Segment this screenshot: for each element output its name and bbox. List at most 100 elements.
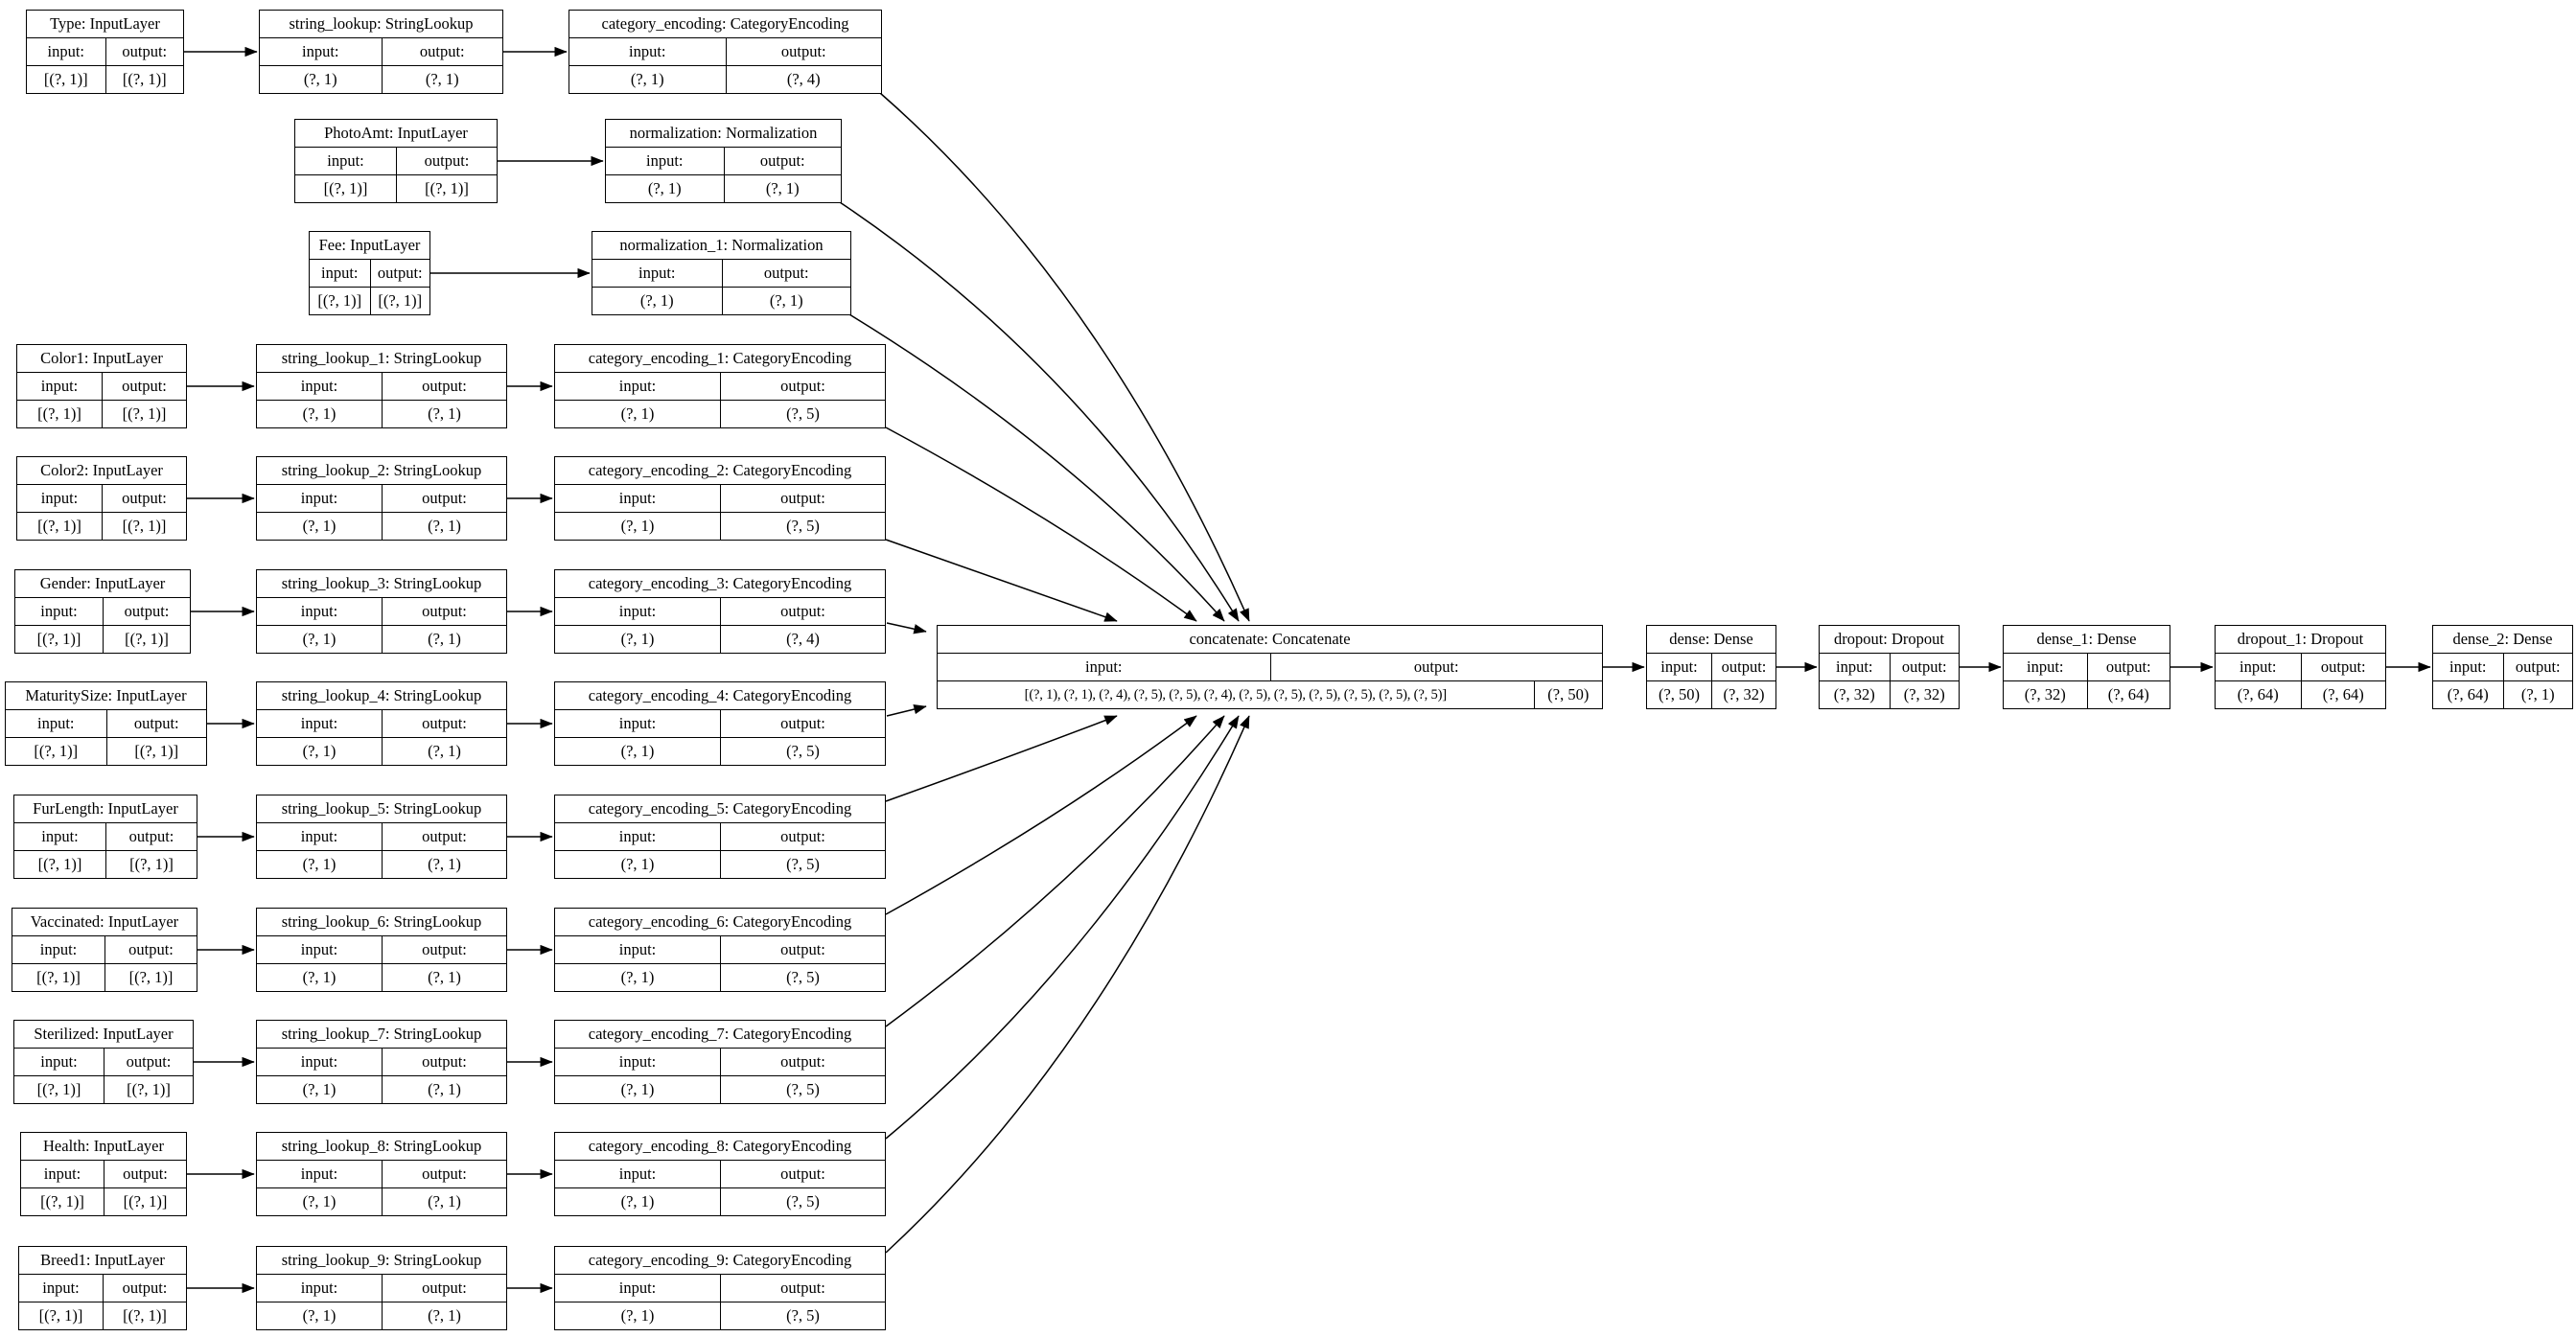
output-port-label: output: xyxy=(103,598,190,625)
layer-title: Sterilized: InputLayer xyxy=(14,1021,193,1049)
input-port-label: input: xyxy=(300,827,338,845)
layer-title: string_lookup_9: StringLookup xyxy=(257,1247,506,1275)
input-shape-value: [(?, 1)] xyxy=(40,1192,84,1210)
input-port-label: input: xyxy=(2448,657,2487,676)
layer-node-dropout_1: dropout_1: Dropout input: output: (?, 64… xyxy=(2215,625,2386,709)
input-shape-value: (?, 1) xyxy=(302,630,337,648)
output-port-label: output: xyxy=(382,485,506,512)
layer-shapes-row: (?, 1) (?, 1) xyxy=(257,401,506,427)
edge-category_encoding-to-concatenate xyxy=(879,92,1250,622)
output-port-label: output: xyxy=(720,936,885,963)
layer-shapes-row: (?, 64) (?, 64) xyxy=(2216,681,2385,708)
output-shape-value: [(?, 1)] xyxy=(104,66,184,93)
output-port-label: output: xyxy=(720,823,885,850)
input-shape-value: (?, 1) xyxy=(647,179,682,197)
output-port-label: output: xyxy=(382,1049,506,1075)
input-port-label: input: xyxy=(300,489,338,507)
layer-title: concatenate: Concatenate xyxy=(938,626,1602,654)
layer-title: category_encoding_4: CategoryEncoding xyxy=(555,682,885,710)
layer-node-category_encoding_4: category_encoding_4: CategoryEncoding in… xyxy=(554,681,886,766)
input-port-label: input: xyxy=(645,151,684,170)
layer-node-MaturitySize: MaturitySize: InputLayer input: output: … xyxy=(5,681,207,766)
layer-ports-row: input: output: xyxy=(569,38,881,66)
layer-node-normalization: normalization: Normalization input: outp… xyxy=(605,119,842,203)
layer-node-category_encoding_9: category_encoding_9: CategoryEncoding in… xyxy=(554,1246,886,1330)
input-shape-value: [(?, 1)] xyxy=(323,179,368,197)
layer-ports-row: input: output: xyxy=(555,373,885,401)
edge-category_encoding_9-to-concatenate xyxy=(885,715,1250,1254)
layer-node-string_lookup_8: string_lookup_8: StringLookup input: out… xyxy=(256,1132,507,1216)
layer-shapes-row: (?, 1) (?, 5) xyxy=(555,513,885,540)
layer-ports-row: input: output: xyxy=(555,936,885,964)
input-port-label: input: xyxy=(618,827,657,845)
input-port-label: input: xyxy=(47,42,84,60)
layer-shapes-row: [(?, 1)] [(?, 1)] xyxy=(14,851,197,878)
layer-node-category_encoding_3: category_encoding_3: CategoryEncoding in… xyxy=(554,569,886,654)
input-shape-value: (?, 1) xyxy=(620,742,655,760)
output-port-label: output: xyxy=(2502,654,2573,680)
output-shape-value: (?, 1) xyxy=(382,1188,506,1215)
output-port-label: output: xyxy=(103,1275,186,1302)
layer-shapes-row: [(?, 1)] [(?, 1)] xyxy=(12,964,197,991)
layer-title: Breed1: InputLayer xyxy=(19,1247,186,1275)
layer-node-dense_2: dense_2: Dense input: output: (?, 64) (?… xyxy=(2432,625,2573,709)
layer-node-Color1: Color1: InputLayer input: output: [(?, 1… xyxy=(16,344,187,428)
output-shape-value: (?, 50) xyxy=(1533,681,1602,708)
input-shape-value: (?, 1) xyxy=(302,1080,337,1098)
layer-title: category_encoding_2: CategoryEncoding xyxy=(555,457,885,485)
layer-ports-row: input: output: xyxy=(257,936,506,964)
output-shape-value: (?, 1) xyxy=(2502,681,2573,708)
edge-category_encoding_2-to-concatenate xyxy=(885,539,1118,622)
input-port-label: input: xyxy=(2239,657,2277,676)
layer-ports-row: input: output: xyxy=(555,1275,885,1302)
output-shape-value: (?, 5) xyxy=(720,1076,885,1103)
output-port-label: output: xyxy=(2300,654,2386,680)
layer-shapes-row: (?, 1) (?, 5) xyxy=(555,738,885,765)
layer-ports-row: input: output: xyxy=(555,485,885,513)
layer-node-category_encoding_2: category_encoding_2: CategoryEncoding in… xyxy=(554,456,886,541)
output-port-label: output: xyxy=(102,373,186,400)
layer-node-string_lookup_2: string_lookup_2: StringLookup input: out… xyxy=(256,456,507,541)
layer-ports-row: input: output: xyxy=(2004,654,2170,681)
output-port-label: output: xyxy=(2086,654,2170,680)
layer-shapes-row: (?, 1) (?, 5) xyxy=(555,1302,885,1329)
output-port-label: output: xyxy=(720,1161,885,1187)
layer-shapes-row: (?, 1) (?, 1) xyxy=(257,513,506,540)
layer-ports-row: input: output: xyxy=(19,1275,186,1302)
output-shape-value: (?, 1) xyxy=(382,626,506,653)
input-port-label: input: xyxy=(638,264,676,282)
layer-ports-row: input: output: xyxy=(257,1049,506,1076)
layer-shapes-row: (?, 1) (?, 4) xyxy=(569,66,881,93)
layer-node-normalization_1: normalization_1: Normalization input: ou… xyxy=(592,231,851,315)
output-port-label: output: xyxy=(382,710,506,737)
input-shape-value: (?, 1) xyxy=(630,70,664,88)
layer-ports-row: input: output: xyxy=(260,38,502,66)
layer-ports-row: input: output: xyxy=(555,823,885,851)
layer-ports-row: input: output: xyxy=(555,598,885,626)
layer-shapes-row: (?, 32) (?, 32) xyxy=(1820,681,1959,708)
layer-ports-row: input: output: xyxy=(257,1275,506,1302)
layer-title: dense: Dense xyxy=(1647,626,1775,654)
layer-ports-row: input: output: xyxy=(555,710,885,738)
layer-ports-row: input: output: xyxy=(2433,654,2572,681)
layer-node-category_encoding: category_encoding: CategoryEncoding inpu… xyxy=(569,10,882,94)
layer-ports-row: input: output: xyxy=(592,260,850,288)
input-port-label: input: xyxy=(40,377,79,395)
output-shape-value: [(?, 1)] xyxy=(102,513,186,540)
input-shape-value: (?, 1) xyxy=(302,742,337,760)
input-shape-value: (?, 1) xyxy=(302,517,337,535)
layer-title: Color1: InputLayer xyxy=(17,345,186,373)
layer-shapes-row: (?, 64) (?, 1) xyxy=(2433,681,2572,708)
input-shape-value: [(?, 1)] xyxy=(37,855,82,873)
edge-normalization_1-to-concatenate xyxy=(848,313,1225,622)
input-shape-value: (?, 64) xyxy=(2447,685,2489,703)
output-port-label: output: xyxy=(720,485,885,512)
input-shape-value: (?, 64) xyxy=(2237,685,2279,703)
layer-title: string_lookup_6: StringLookup xyxy=(257,909,506,936)
input-shape-value: (?, 1) xyxy=(620,968,655,986)
output-port-label: output: xyxy=(382,373,506,400)
output-port-label: output: xyxy=(1711,654,1775,680)
input-port-label: input: xyxy=(618,1279,657,1297)
input-port-label: input: xyxy=(618,1052,657,1071)
layer-title: string_lookup_8: StringLookup xyxy=(257,1133,506,1161)
